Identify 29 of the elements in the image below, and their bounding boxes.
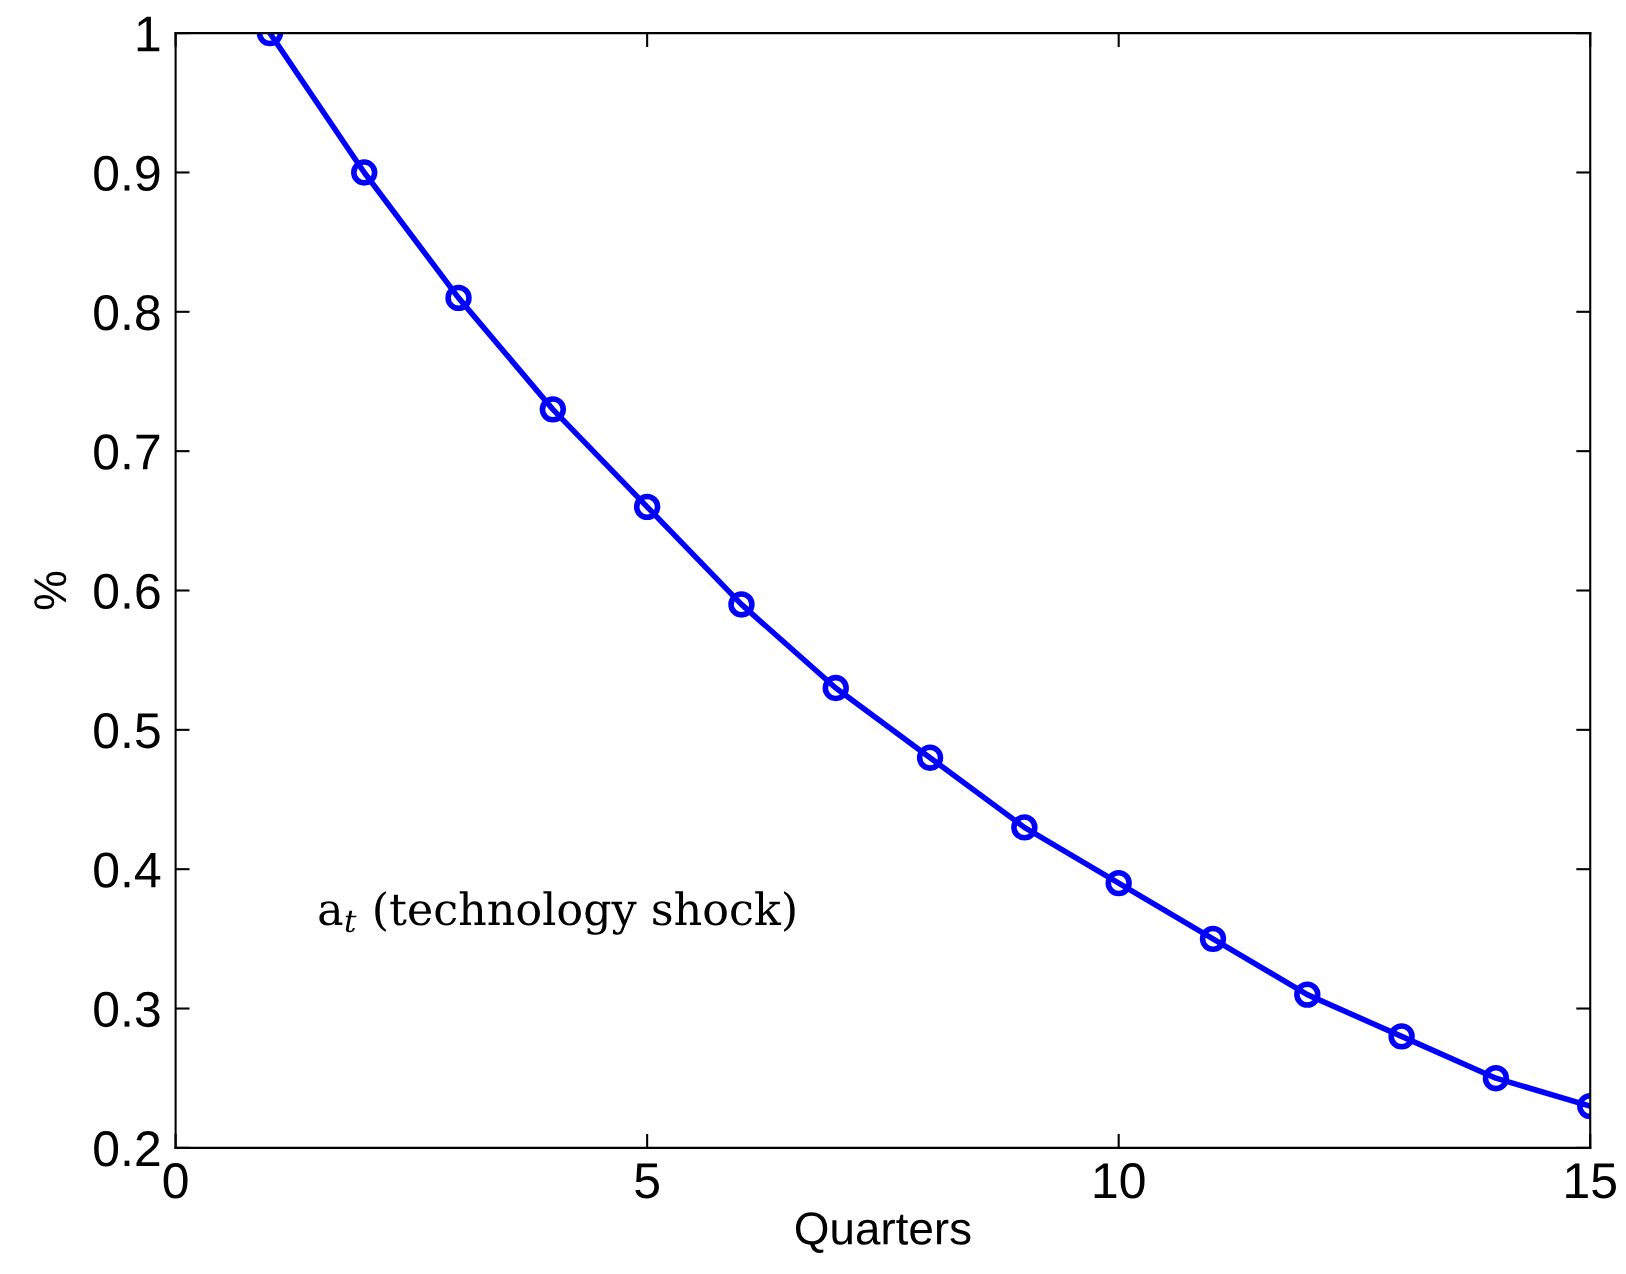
point — [822, 674, 849, 702]
y-tick-label: 0.7 — [94, 434, 160, 470]
y-tick-label: 0.2 — [94, 1131, 160, 1167]
y-tick-label: 0.6 — [94, 573, 160, 610]
y-tick-label: 0.9 — [94, 155, 160, 192]
point — [445, 284, 472, 312]
point — [351, 159, 378, 186]
x-tick-label: 15 — [1566, 1163, 1616, 1199]
annotation: a$_{t}$ (technology shock) — [319, 891, 795, 935]
y-tick-label: 0.3 — [94, 991, 160, 1028]
point — [1482, 1065, 1510, 1092]
point — [916, 744, 944, 771]
point — [539, 396, 567, 423]
point — [1011, 814, 1038, 841]
x-axis-title: Quarters — [795, 1212, 971, 1254]
y-tick-label: 0.8 — [94, 295, 160, 331]
point — [633, 493, 661, 521]
point — [728, 591, 755, 618]
point — [1105, 869, 1132, 897]
point — [1294, 981, 1321, 1008]
y-tick-label: 1 — [137, 16, 160, 52]
y-tick-label: 0.5 — [94, 713, 160, 749]
y-axis-title: % — [34, 571, 67, 610]
point — [1388, 1023, 1415, 1050]
x-tick-label: 10 — [1094, 1163, 1145, 1199]
y-tick-label: 0.4 — [94, 852, 161, 888]
point — [1199, 925, 1227, 953]
x-tick-label: 5 — [635, 1163, 659, 1199]
x-tick-label: 0 — [163, 1163, 188, 1199]
